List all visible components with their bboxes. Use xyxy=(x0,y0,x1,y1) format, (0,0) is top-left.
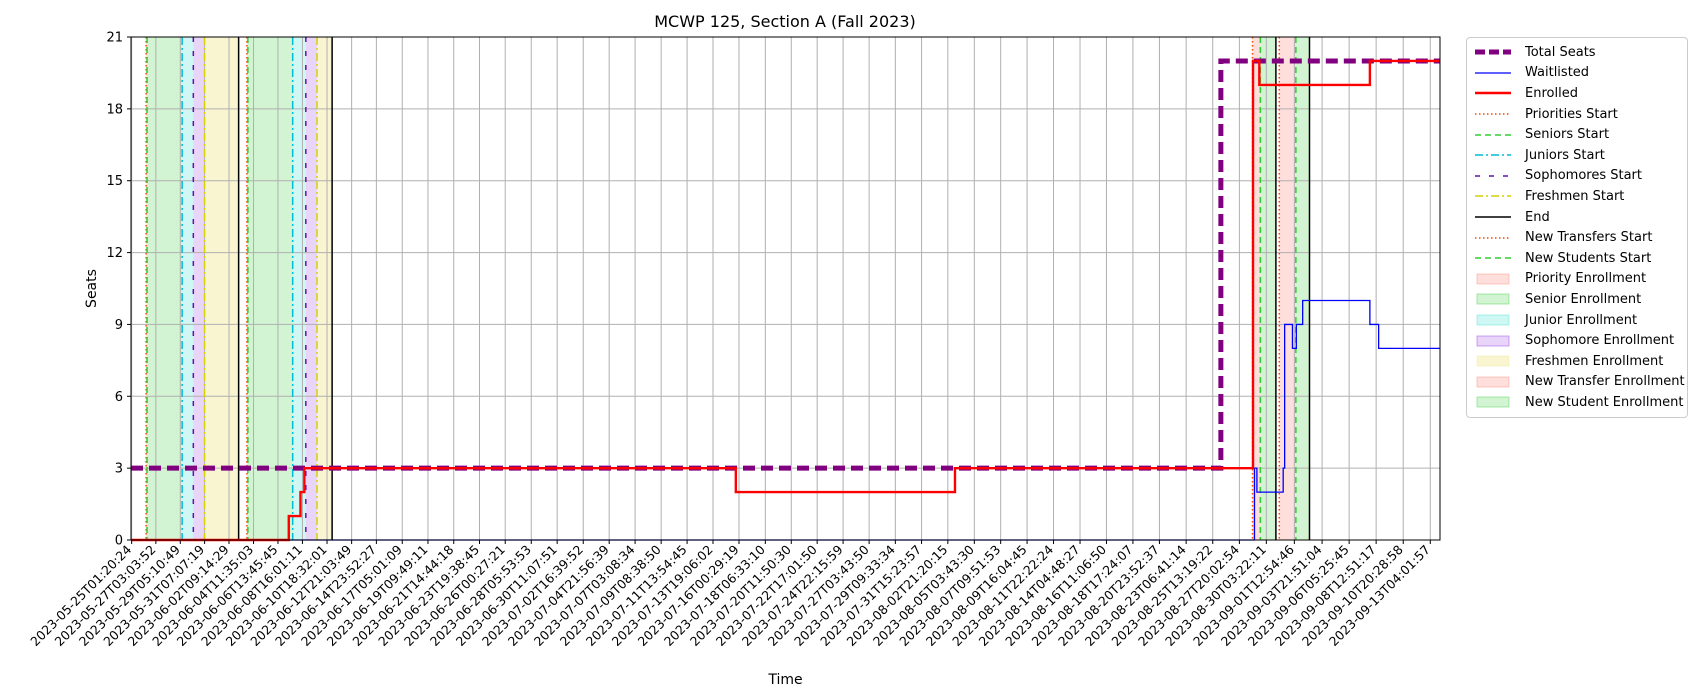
legend-entry: Sophomore Enrollment xyxy=(1473,330,1681,351)
legend-label: Sophomore Enrollment xyxy=(1525,333,1675,349)
legend-swatch xyxy=(1475,195,1511,198)
y-tick-label: 15 xyxy=(106,174,123,189)
enrollment-span xyxy=(1279,37,1296,540)
enrollment-span xyxy=(204,37,239,540)
legend-entry: Juniors Start xyxy=(1473,145,1681,166)
enrollment-span xyxy=(1252,37,1261,540)
legend-swatch xyxy=(1476,273,1510,285)
legend-swatch xyxy=(1476,355,1510,367)
legend-label: Sophomores Start xyxy=(1525,168,1642,184)
legend-entry: Waitlisted xyxy=(1473,63,1681,84)
legend-entry: Total Seats xyxy=(1473,42,1681,63)
legend-entry: Priority Enrollment xyxy=(1473,269,1681,290)
legend-entry: Sophomores Start xyxy=(1473,166,1681,187)
y-tick-label: 18 xyxy=(106,102,123,117)
legend-label: Total Seats xyxy=(1525,44,1596,60)
enrollment-span xyxy=(1260,37,1276,540)
legend-label: Enrolled xyxy=(1525,85,1578,101)
y-tick-label: 6 xyxy=(115,390,123,405)
enrollment-span xyxy=(193,37,205,540)
legend-entry: New Transfers Start xyxy=(1473,227,1681,248)
legend-label: Freshmen Start xyxy=(1525,188,1625,204)
legend-label: Junior Enrollment xyxy=(1525,312,1638,328)
legend-swatch xyxy=(1475,92,1511,95)
legend-entry: Priorities Start xyxy=(1473,104,1681,125)
enrollment-span xyxy=(305,37,318,540)
phase-markers xyxy=(145,37,1311,540)
legend-label: Priority Enrollment xyxy=(1525,271,1647,287)
legend-swatch xyxy=(1475,49,1511,55)
legend-label: Priorities Start xyxy=(1525,106,1618,122)
y-axis: 0 3 6 9 12 15 18 21 xyxy=(106,31,131,549)
legend-label: Juniors Start xyxy=(1525,147,1605,163)
legend-label: Freshmen Enrollment xyxy=(1525,353,1664,369)
x-axis-label: Time xyxy=(767,672,802,688)
enrollment-span xyxy=(182,37,194,540)
legend-swatch xyxy=(1475,154,1511,157)
legend-entry: New Student Enrollment xyxy=(1473,392,1684,413)
series-line xyxy=(131,59,1440,542)
legend-swatch xyxy=(1476,293,1510,305)
enrollment-span xyxy=(147,37,183,540)
legend-entry: Senior Enrollment xyxy=(1473,289,1681,310)
legend-swatch xyxy=(1476,335,1510,347)
legend-label: Seniors Start xyxy=(1525,127,1610,143)
enrollment-span xyxy=(247,37,293,540)
legend-swatch xyxy=(1475,257,1511,259)
legend-label: Senior Enrollment xyxy=(1525,291,1642,307)
y-tick-label: 21 xyxy=(106,31,123,46)
legend-swatch xyxy=(1475,236,1511,239)
legend-swatch xyxy=(1476,314,1510,326)
x-axis: 2023-05-25T01:20:242023-05-27T03:03:5220… xyxy=(27,540,1433,649)
y-tick-label: 3 xyxy=(115,462,123,477)
legend-swatch xyxy=(1475,113,1511,115)
legend-label: Waitlisted xyxy=(1525,65,1590,81)
chart-title: MCWP 125, Section A (Fall 2023) xyxy=(654,12,916,31)
legend-entry: End xyxy=(1473,207,1681,228)
legend-swatch xyxy=(1475,175,1511,177)
y-tick-label: 9 xyxy=(115,318,123,333)
legend-label: New Transfer Enrollment xyxy=(1525,374,1685,390)
legend-swatch xyxy=(1475,133,1511,136)
series-line xyxy=(131,299,1440,541)
enrollment-span xyxy=(317,37,333,540)
legend-label: End xyxy=(1525,209,1550,225)
legend-entry: New Transfer Enrollment xyxy=(1473,372,1685,393)
series-lines xyxy=(131,58,1440,542)
legend-label: New Transfers Start xyxy=(1525,230,1653,246)
y-tick-label: 0 xyxy=(115,534,123,549)
legend-label: New Student Enrollment xyxy=(1525,394,1684,410)
legend-entry: Freshmen Start xyxy=(1473,186,1681,207)
y-tick-label: 12 xyxy=(106,246,123,261)
legend-entry: Seniors Start xyxy=(1473,124,1681,145)
legend-swatch xyxy=(1475,216,1511,218)
legend-label: New Students Start xyxy=(1525,250,1652,266)
y-axis-label: Seats xyxy=(84,269,100,308)
legend-entry: Freshmen Enrollment xyxy=(1473,351,1681,372)
legend-swatch xyxy=(1476,376,1510,388)
legend-entry: New Students Start xyxy=(1473,248,1681,269)
axes-frame xyxy=(130,36,1441,541)
legend: Total Seats Waitlisted Enrolled Priorities … xyxy=(1466,37,1688,418)
legend-entry: Enrolled xyxy=(1473,83,1681,104)
enrollment-span xyxy=(1295,37,1310,540)
legend-swatch xyxy=(1475,72,1511,74)
legend-entry: Junior Enrollment xyxy=(1473,310,1681,331)
enrollment-span xyxy=(292,37,306,540)
legend-swatch xyxy=(1476,396,1510,408)
